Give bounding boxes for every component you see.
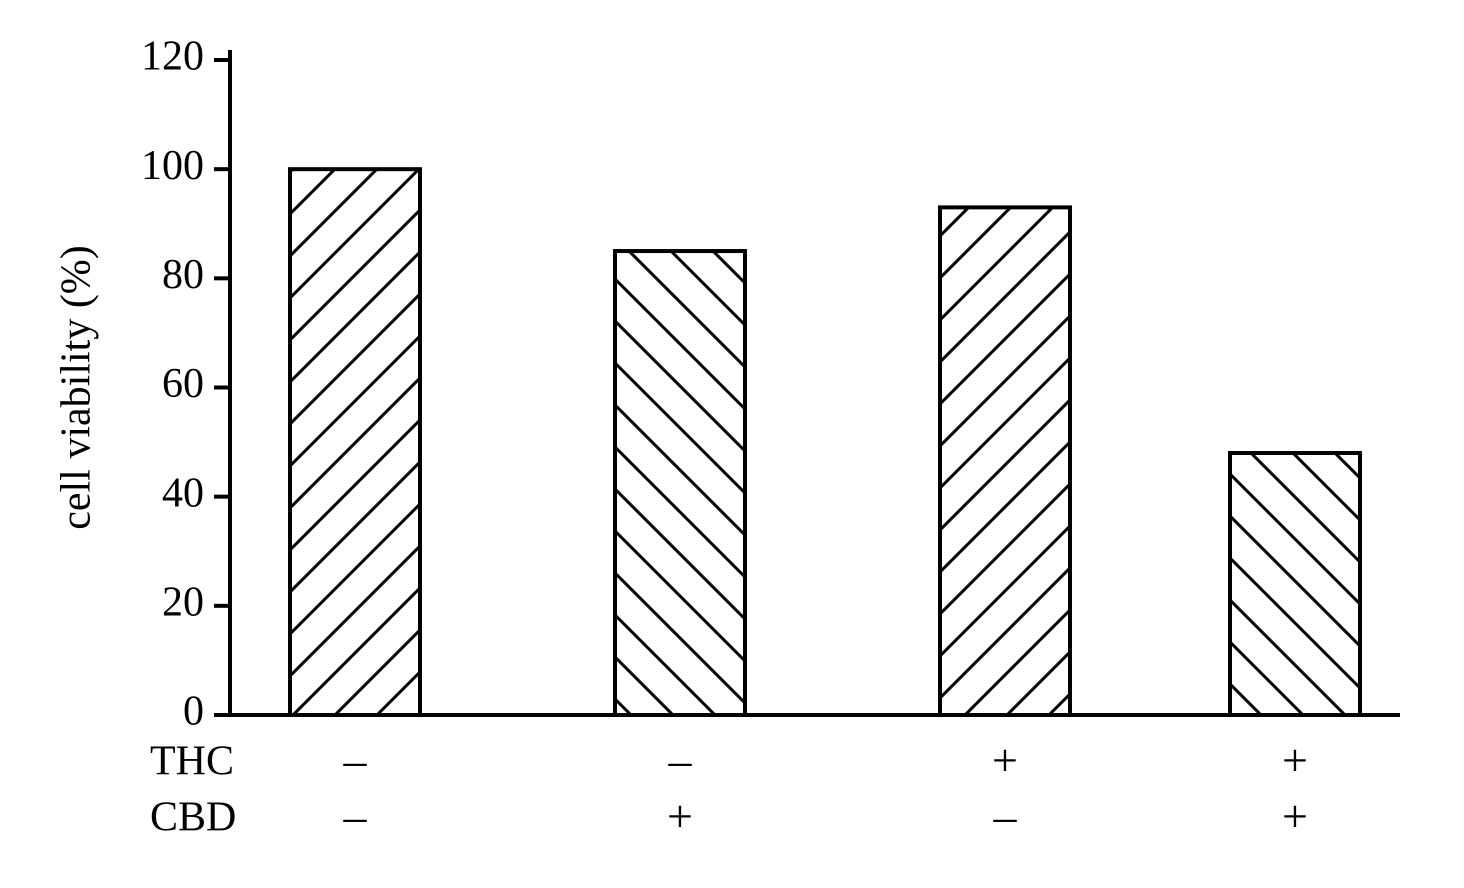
bar-chart: 020406080100120cell viability (%)THC––++… — [0, 0, 1464, 888]
condition-row-label: CBD — [150, 795, 236, 841]
condition-value: – — [668, 735, 693, 786]
condition-value: + — [667, 791, 693, 842]
y-tick-label: 60 — [162, 361, 204, 407]
y-axis-label: cell viability (%) — [54, 245, 100, 530]
y-tick-label: 20 — [162, 579, 204, 625]
y-tick-label: 40 — [162, 470, 204, 516]
bar — [615, 251, 745, 715]
condition-value: + — [1282, 735, 1308, 786]
condition-value: – — [343, 735, 368, 786]
bar — [940, 207, 1070, 715]
y-tick-label: 0 — [183, 689, 204, 735]
condition-value: + — [1282, 791, 1308, 842]
condition-value: – — [343, 791, 368, 842]
chart-container: 020406080100120cell viability (%)THC––++… — [0, 0, 1464, 888]
y-tick-label: 80 — [162, 252, 204, 298]
y-tick-label: 120 — [141, 34, 204, 80]
condition-row-label: THC — [150, 739, 234, 785]
bar — [290, 169, 420, 715]
condition-value: – — [993, 791, 1018, 842]
bar — [1230, 453, 1360, 715]
y-tick-label: 100 — [141, 143, 204, 189]
condition-value: + — [992, 735, 1018, 786]
